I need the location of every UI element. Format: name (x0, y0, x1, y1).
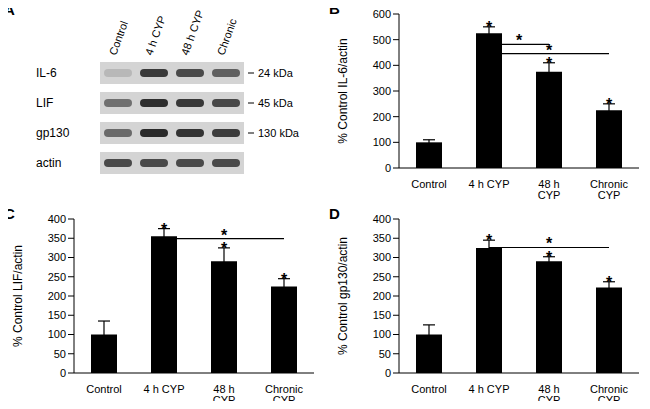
svg-text:IL-6: IL-6 (36, 66, 57, 80)
svg-text:*: * (606, 274, 613, 291)
svg-text:*: * (221, 227, 228, 244)
svg-text:50: 50 (54, 348, 66, 360)
svg-text:48 hCYP: 48 hCYP (538, 178, 561, 201)
svg-text:300: 300 (48, 251, 66, 263)
svg-text:Control: Control (411, 178, 446, 190)
svg-text:150: 150 (48, 309, 66, 321)
svg-text:100: 100 (48, 328, 66, 340)
svg-text:100: 100 (373, 136, 391, 148)
svg-text:ChronicCYP: ChronicCYP (265, 383, 303, 401)
svg-text:Control: Control (107, 19, 130, 56)
svg-text:400: 400 (373, 59, 391, 71)
svg-text:4 h CYP: 4 h CYP (144, 383, 185, 395)
svg-text:48 h CYP: 48 h CYP (179, 8, 206, 56)
svg-text:350: 350 (373, 232, 391, 244)
svg-text:24 kDa: 24 kDa (258, 67, 294, 79)
svg-text:600: 600 (373, 8, 391, 20)
svg-text:250: 250 (48, 271, 66, 283)
svg-text:*: * (161, 221, 168, 238)
svg-text:200: 200 (373, 111, 391, 123)
svg-text:*: * (546, 235, 553, 252)
svg-text:48 hCYP: 48 hCYP (213, 383, 236, 401)
svg-text:*: * (486, 232, 493, 249)
html-text:B: B (329, 0, 340, 17)
svg-text:400: 400 (373, 213, 391, 225)
svg-text:actin: actin (36, 156, 61, 170)
svg-text:0: 0 (385, 162, 391, 174)
svg-text:500: 500 (373, 34, 391, 46)
svg-text:350: 350 (48, 232, 66, 244)
svg-text:% Control gp130/actin: % Control gp130/actin (336, 237, 350, 355)
svg-text:4 h CYP: 4 h CYP (469, 178, 510, 190)
svg-text:150: 150 (373, 309, 391, 321)
svg-text:4 h CYP: 4 h CYP (143, 14, 168, 57)
svg-text:A: A (8, 8, 15, 18)
svg-text:ChronicCYP: ChronicCYP (590, 178, 628, 201)
svg-text:130 kDa: 130 kDa (258, 127, 300, 139)
svg-text:gp130: gp130 (36, 126, 70, 140)
svg-text:4 h CYP: 4 h CYP (469, 383, 510, 395)
svg-text:*: * (516, 32, 523, 49)
svg-text:*: * (546, 42, 553, 59)
html-text:C: C (4, 205, 15, 222)
svg-text:300: 300 (373, 251, 391, 263)
svg-text:*: * (486, 19, 493, 36)
svg-text:50: 50 (379, 348, 391, 360)
svg-text:400: 400 (48, 213, 66, 225)
svg-text:0: 0 (60, 367, 66, 379)
svg-text:% Control IL-6/actin: % Control IL-6/actin (336, 38, 350, 143)
svg-text:45 kDa: 45 kDa (258, 97, 294, 109)
svg-text:Control: Control (86, 383, 121, 395)
svg-text:Control: Control (411, 383, 446, 395)
svg-text:*: * (281, 271, 288, 288)
html-text:D: D (329, 205, 340, 222)
svg-text:% Control LIF/actin: % Control LIF/actin (11, 245, 25, 347)
svg-text:LIF: LIF (36, 96, 53, 110)
svg-text:0: 0 (385, 367, 391, 379)
svg-text:300: 300 (373, 85, 391, 97)
svg-text:*: * (606, 96, 613, 113)
svg-text:ChronicCYP: ChronicCYP (590, 383, 628, 401)
svg-text:250: 250 (373, 271, 391, 283)
svg-text:48 hCYP: 48 hCYP (538, 383, 561, 401)
svg-text:100: 100 (373, 328, 391, 340)
svg-text:200: 200 (373, 290, 391, 302)
svg-text:Chronic: Chronic (215, 16, 239, 56)
svg-text:200: 200 (48, 290, 66, 302)
